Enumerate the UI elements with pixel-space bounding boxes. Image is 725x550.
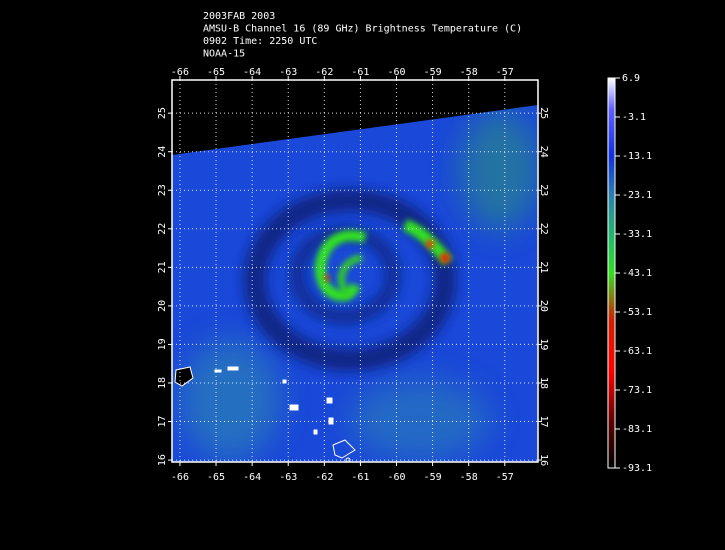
- satellite-image: [172, 80, 538, 462]
- lon-label: -66: [171, 67, 189, 78]
- lat-label: 16: [538, 454, 549, 466]
- lat-label: 20: [538, 300, 549, 312]
- lon-label: -59: [424, 472, 442, 483]
- map-axes: -66 -66 -65 -65 -64 -64 -63 -63 -62 -62 -61 -61 -60 -…: [157, 67, 549, 483]
- lat-label: 21: [538, 261, 549, 273]
- lat-label: 22: [538, 223, 549, 235]
- lat-label: 23: [538, 184, 549, 196]
- lat-label: 21: [157, 261, 168, 273]
- colorbar-label: -13.1: [622, 151, 652, 162]
- colorbar-label: -43.1: [622, 268, 652, 279]
- lat-label: 19: [157, 338, 168, 350]
- lon-label: -60: [387, 472, 405, 483]
- colorbar-label: -63.1: [622, 346, 652, 357]
- lat-label: 24: [538, 146, 549, 158]
- lon-label: -65: [207, 67, 225, 78]
- colorbar-label: -3.1: [622, 112, 646, 123]
- lat-label: 16: [157, 454, 168, 466]
- lon-label: -63: [279, 67, 297, 78]
- colorbar-ticks: 6.9 -3.1 -13.1 -23.1 -33.1 -43.1 -53.1 -63.1 -73…: [615, 73, 652, 474]
- lat-label: 24: [157, 146, 168, 158]
- lon-label: -57: [496, 472, 514, 483]
- lat-label: 17: [157, 416, 168, 428]
- colorbar-label: -73.1: [622, 385, 652, 396]
- lon-label: -62: [315, 67, 333, 78]
- lon-label: -58: [460, 472, 478, 483]
- title-line: 2003FAB 2003: [203, 11, 275, 22]
- lat-label: 18: [538, 377, 549, 389]
- lat-label: 17: [538, 416, 549, 428]
- lon-label: -66: [171, 472, 189, 483]
- title-line: AMSU-B Channel 16 (89 GHz) Brightness Te…: [203, 24, 522, 35]
- header: 2003FAB 2003 AMSU-B Channel 16 (89 GHz) B…: [203, 11, 522, 60]
- lon-label: -64: [243, 472, 261, 483]
- lat-label: 19: [538, 338, 549, 350]
- colorbar-label: -23.1: [622, 190, 652, 201]
- colorbar-label: -93.1: [622, 463, 652, 474]
- lon-label: -62: [315, 472, 333, 483]
- colorbar-label: -53.1: [622, 307, 652, 318]
- lon-label: -58: [460, 67, 478, 78]
- lat-label: 22: [157, 223, 168, 235]
- lat-label: 20: [157, 300, 168, 312]
- colorbar-label: -83.1: [622, 424, 652, 435]
- lat-label: 18: [157, 377, 168, 389]
- lon-label: -61: [351, 472, 369, 483]
- lon-label: -59: [424, 67, 442, 78]
- lon-label: -60: [387, 67, 405, 78]
- lat-label: 25: [157, 107, 168, 119]
- title-line: NOAA-15: [203, 49, 245, 60]
- map-frame: [171, 79, 539, 463]
- lon-label: -63: [279, 472, 297, 483]
- lon-label: -64: [243, 67, 261, 78]
- title-line: 0902 Time: 2250 UTC: [203, 36, 317, 47]
- lon-label: -65: [207, 472, 225, 483]
- lon-label: -61: [351, 67, 369, 78]
- lon-label: -57: [496, 67, 514, 78]
- colorbar-label: 6.9: [622, 73, 640, 84]
- lat-label: 25: [538, 107, 549, 119]
- colorbar-label: -33.1: [622, 229, 652, 240]
- colorbar: [607, 77, 616, 469]
- lat-label: 23: [157, 184, 168, 196]
